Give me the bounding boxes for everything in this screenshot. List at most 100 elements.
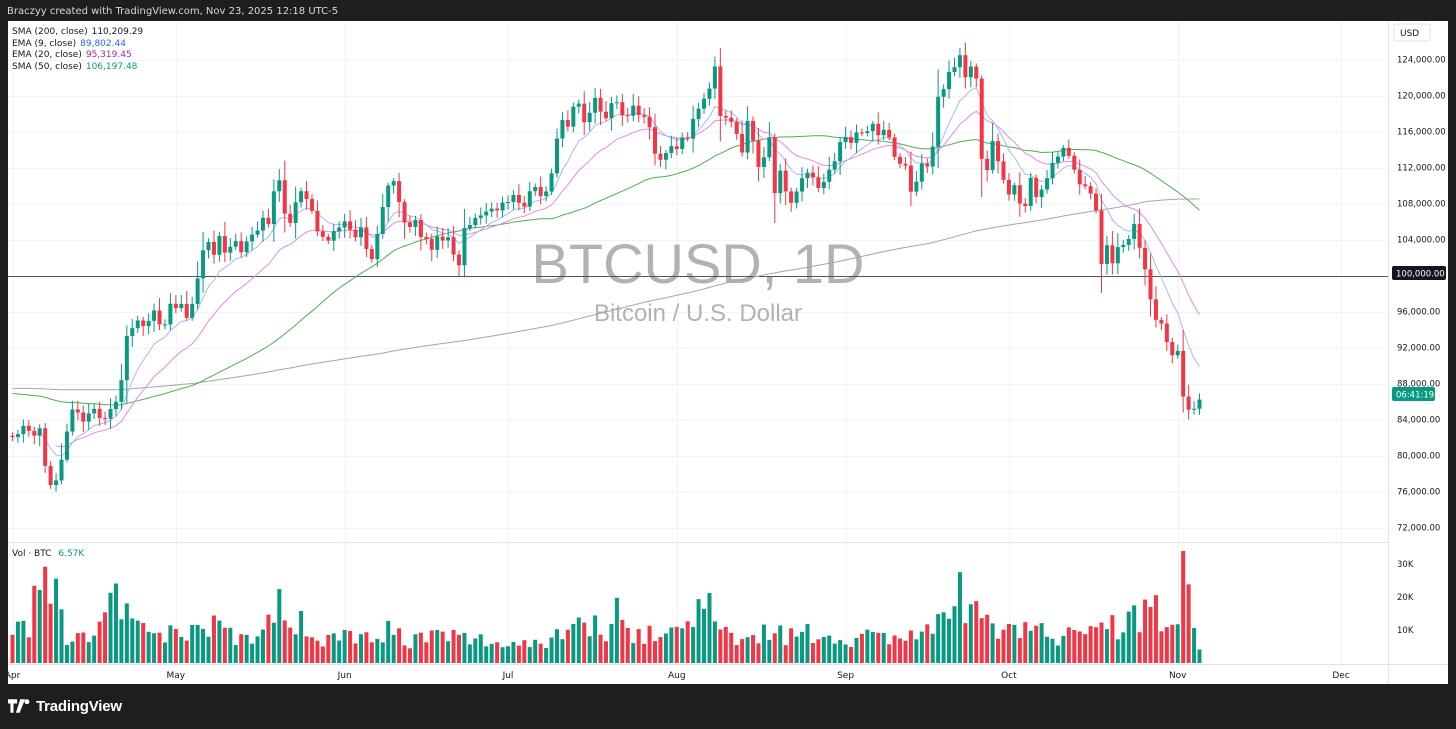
volume-bar: [462, 632, 467, 663]
candle-body: [1001, 161, 1006, 180]
price-chart[interactable]: BTCUSD, 1D Bitcoin / U.S. Dollar 124,000…: [8, 21, 1448, 684]
volume-bar: [86, 642, 91, 663]
volume-bar: [456, 634, 461, 663]
candle: [473, 213, 478, 228]
volume-bar: [211, 615, 216, 663]
candle-body: [358, 227, 363, 238]
candle: [97, 401, 102, 426]
candle: [625, 107, 630, 123]
volume-bar: [179, 636, 184, 663]
volume-bar: [440, 631, 445, 663]
currency-label[interactable]: USD: [1393, 23, 1431, 42]
candle: [124, 325, 129, 404]
volume-bar: [26, 637, 31, 663]
candle-body: [1083, 184, 1088, 187]
candle-body: [299, 191, 304, 203]
volume-bar: [277, 589, 282, 663]
volume-bar: [1055, 645, 1060, 663]
volume-bar: [358, 634, 363, 663]
candle: [489, 202, 494, 218]
candle-body: [979, 78, 984, 159]
candle-body: [565, 119, 570, 127]
candle: [462, 208, 467, 278]
candle-body: [369, 248, 374, 260]
candle: [876, 112, 881, 145]
candle-body: [108, 409, 113, 419]
candle: [244, 236, 249, 258]
volume-bar: [740, 639, 745, 663]
candle-body: [593, 97, 598, 113]
candle: [277, 169, 282, 202]
candle-body: [783, 170, 788, 192]
volume-bar: [511, 641, 516, 663]
candle-body: [331, 231, 336, 241]
candle: [936, 69, 941, 169]
tradingview-footer[interactable]: TradingView: [8, 694, 122, 718]
volume-bar: [15, 621, 20, 663]
volume-bar: [1050, 638, 1055, 663]
candle: [631, 94, 636, 122]
candle: [908, 151, 913, 207]
volume-bar: [576, 617, 581, 663]
candle-body: [1192, 408, 1197, 410]
volume-bar: [816, 639, 821, 663]
candle: [1104, 235, 1109, 275]
candle-body: [211, 241, 216, 255]
volume-bar: [1039, 623, 1044, 663]
volume-bar: [685, 621, 690, 663]
legend-sma50[interactable]: SMA (50, close) 106,197.48: [12, 62, 143, 74]
candle: [495, 202, 500, 218]
time-tick-label: Oct: [1001, 671, 1017, 681]
candle: [478, 207, 483, 225]
volume-bar: [353, 643, 358, 663]
time-axis[interactable]: Apr May Jun Jul Aug Sep Oct Nov Dec: [8, 671, 1350, 681]
candle-body: [407, 222, 412, 227]
candle: [718, 48, 723, 142]
countdown-box: [1392, 387, 1435, 401]
volume-bar: [544, 648, 549, 663]
volume-bar: [413, 634, 418, 663]
candle-body: [413, 219, 418, 227]
candle-body: [157, 310, 162, 325]
volume-bar: [331, 633, 336, 663]
candle-body: [119, 380, 124, 402]
candle: [544, 186, 549, 202]
candle: [702, 93, 707, 115]
candle: [1012, 182, 1017, 201]
candle-body: [1099, 210, 1104, 264]
candle: [320, 225, 325, 242]
volume-bar: [1115, 639, 1120, 663]
volume-bar: [898, 638, 903, 663]
price-axis[interactable]: 124,000.00 120,000.00 116,000.00 112,000.00…: [1397, 56, 1446, 534]
candle: [881, 120, 886, 140]
indicator-legend[interactable]: SMA (200, close) 110,209.29 EMA (9, close…: [12, 27, 143, 73]
volume-bar: [707, 593, 712, 663]
candle: [1099, 194, 1104, 293]
volume-bar: [712, 621, 717, 663]
candle-body: [718, 66, 723, 117]
candle: [1066, 139, 1071, 159]
candle: [821, 173, 826, 195]
volume-bar: [282, 620, 287, 663]
volume-bar: [380, 642, 385, 663]
legend-ema9[interactable]: EMA (9, close) 89,802.44: [12, 39, 143, 51]
candle-body: [729, 117, 734, 122]
candle: [348, 210, 353, 239]
candle-body: [952, 67, 957, 73]
watermark-name: Bitcoin / U.S. Dollar: [594, 300, 802, 327]
chart-panel[interactable]: BTCUSD, 1D Bitcoin / U.S. Dollar 124,000…: [8, 21, 1448, 684]
volume-legend[interactable]: Vol · BTC 6.57K: [12, 549, 84, 559]
candle-body: [130, 328, 135, 337]
volume-bar: [348, 630, 353, 663]
candle-body: [228, 246, 233, 253]
candle: [37, 424, 42, 447]
volume-bar: [636, 629, 641, 663]
volume-bar: [604, 641, 609, 663]
candle-body: [59, 459, 64, 481]
legend-ema20[interactable]: EMA (20, close) 95,319.45: [12, 50, 143, 62]
candle-body: [1039, 189, 1044, 198]
volume-bar: [609, 623, 614, 663]
legend-label: SMA (200, close): [12, 27, 88, 37]
legend-sma200[interactable]: SMA (200, close) 110,209.29: [12, 27, 143, 39]
candle-body: [685, 137, 690, 139]
